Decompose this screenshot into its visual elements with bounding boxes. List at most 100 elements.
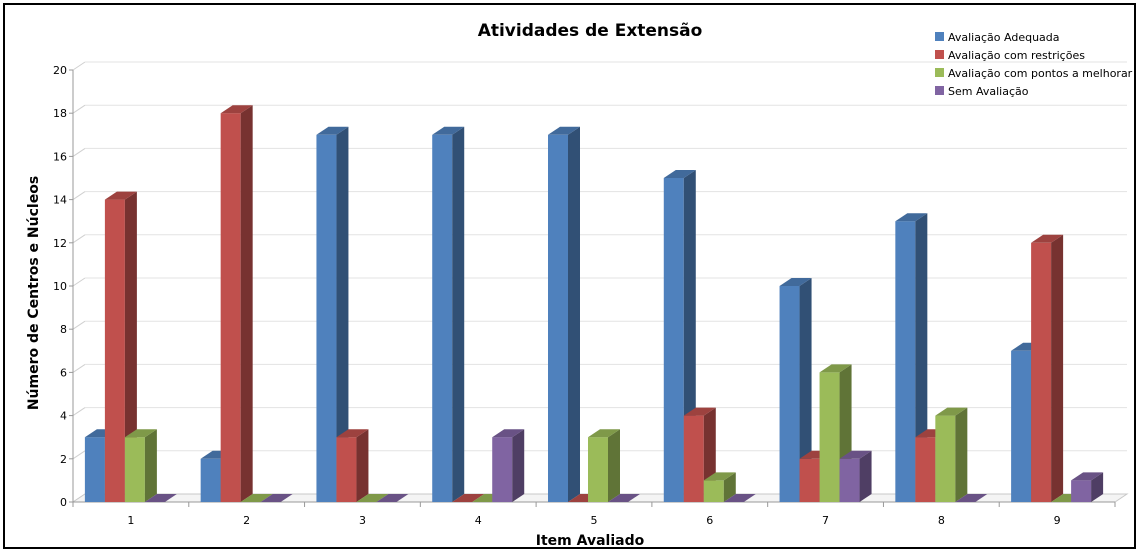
bar-layer	[84, 105, 1104, 503]
bar	[548, 126, 580, 503]
bar-front	[588, 437, 608, 502]
bar-top	[935, 407, 968, 416]
bar-top	[124, 429, 157, 438]
x-axis-title: Item Avaliado	[536, 533, 645, 547]
x-tick-label: 3	[359, 514, 366, 527]
bar-top	[432, 126, 465, 135]
y-axis-title: Número de Centros e Núcleos	[26, 176, 42, 410]
bar-front	[492, 437, 513, 502]
legend-swatch	[935, 50, 944, 59]
gridline-depth	[72, 320, 86, 330]
bar-top	[779, 278, 812, 286]
bar-top	[703, 472, 736, 481]
bar-side	[1091, 472, 1104, 502]
bar-front	[84, 437, 105, 502]
x-tick-label: 6	[706, 514, 713, 527]
bar-front	[895, 221, 916, 502]
bar	[895, 213, 928, 502]
bar-front	[220, 113, 241, 502]
bar-front	[1031, 242, 1052, 503]
y-tick-label: 10	[53, 280, 67, 293]
bar-side	[512, 429, 525, 502]
bar-top	[683, 407, 716, 416]
bar-top	[548, 126, 580, 135]
bar-side	[915, 213, 928, 502]
y-tick-label: 2	[60, 453, 67, 466]
bar-front	[799, 458, 820, 502]
bar-top	[104, 191, 137, 200]
bar-top	[492, 429, 525, 438]
y-tick-label: 6	[60, 366, 67, 379]
bar	[240, 494, 273, 502]
y-tick-label: 12	[53, 237, 67, 250]
bar-side	[336, 126, 349, 503]
chart-frame: 0 2 4 6 8 10 12 14 16 18 20 1 2 3 4 5 6 7 8 9 Atividades de…	[3, 3, 1136, 549]
legend-swatch	[935, 32, 944, 41]
bar-front	[316, 134, 337, 503]
gridline-depth	[72, 61, 86, 71]
bar-front	[432, 134, 453, 503]
bar	[955, 494, 988, 502]
bar	[144, 494, 177, 502]
gridline-depth	[72, 191, 86, 201]
bar-top	[608, 494, 640, 502]
bar	[935, 407, 968, 502]
x-tick-label: 1	[127, 514, 134, 527]
bar-front	[819, 372, 840, 502]
legend-label: Avaliação com pontos a melhorar	[948, 67, 1133, 80]
bar-front	[548, 134, 568, 503]
bar	[104, 191, 137, 502]
bar	[432, 126, 465, 503]
bar-top	[723, 494, 756, 502]
legend-label: Avaliação com restrições	[948, 49, 1085, 62]
bar	[703, 472, 736, 502]
x-tick-label: 4	[475, 514, 482, 527]
bar	[1031, 234, 1064, 503]
bar-side	[723, 472, 736, 502]
gridline-depth	[72, 407, 86, 417]
bar	[356, 494, 389, 502]
legend-label: Avaliação Adequada	[948, 31, 1060, 44]
bar-top	[356, 494, 389, 502]
bar	[452, 494, 485, 502]
x-tick-label: 8	[938, 514, 945, 527]
bar-side	[799, 278, 812, 502]
bar-top	[955, 494, 988, 502]
bar-top	[144, 494, 177, 502]
x-tick-label: 7	[822, 514, 829, 527]
bar-top	[1031, 234, 1064, 243]
bar-front	[839, 458, 860, 502]
bar-front	[1071, 480, 1092, 502]
chart-title: Atividades de Extensão	[478, 21, 703, 41]
bar	[260, 494, 293, 502]
bar-side	[608, 429, 620, 502]
x-tick-label: 5	[591, 514, 598, 527]
gridline-depth	[72, 104, 86, 114]
bar-top	[1071, 472, 1104, 481]
bar-front	[663, 178, 684, 502]
bar-side	[124, 191, 137, 502]
gridline-depth	[72, 277, 86, 287]
bar-front	[1011, 350, 1032, 502]
bar	[779, 278, 812, 502]
bar-top	[663, 170, 696, 178]
bar-top	[220, 105, 253, 114]
legend-swatch	[935, 86, 944, 95]
bar	[376, 494, 409, 502]
bar-front	[124, 437, 145, 502]
bar	[220, 105, 253, 502]
bar	[316, 126, 349, 503]
bar-front	[779, 286, 800, 502]
bar-side	[859, 450, 872, 502]
bar-side	[144, 429, 157, 502]
bar-top	[376, 494, 409, 502]
bar-front	[104, 199, 125, 502]
bar-top	[240, 494, 273, 502]
gridline-depth	[72, 234, 86, 244]
bar-front	[703, 480, 724, 502]
bar-top	[588, 429, 620, 438]
bar-side	[356, 429, 369, 502]
bar-top	[839, 450, 872, 459]
